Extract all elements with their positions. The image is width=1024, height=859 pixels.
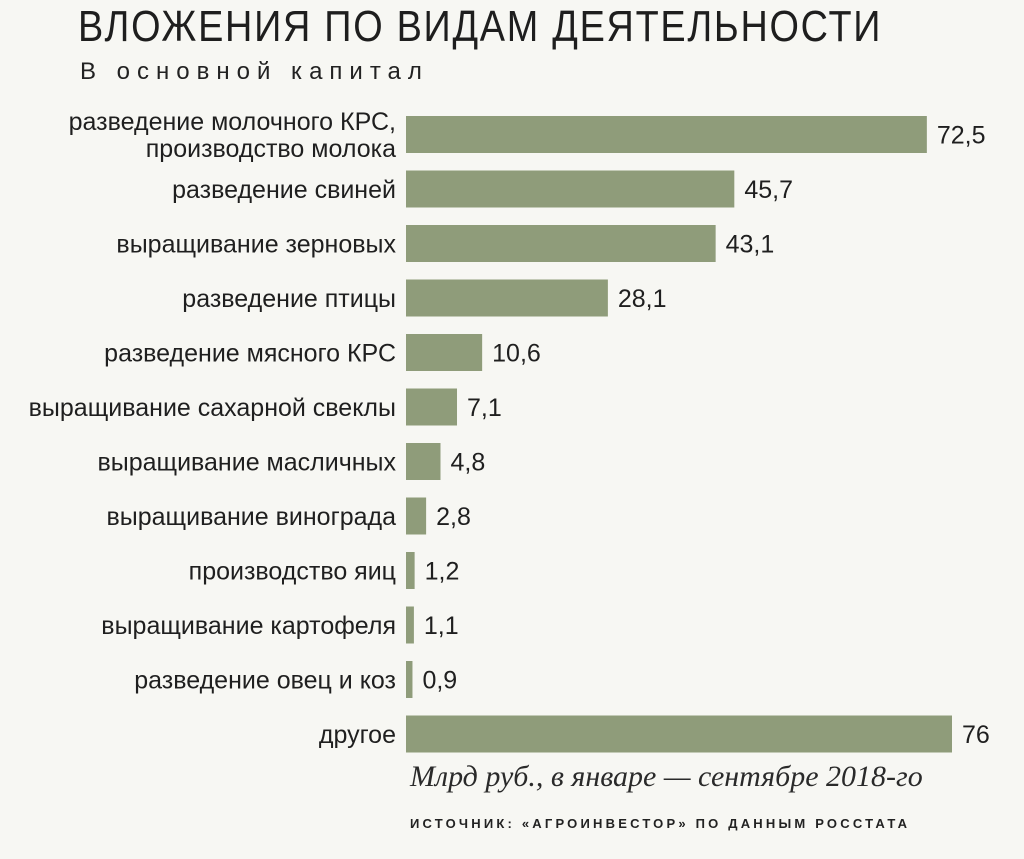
- bar-6: [406, 443, 441, 480]
- value-label-0: 72,5: [937, 122, 986, 150]
- category-label-7: выращивание винограда: [107, 503, 397, 531]
- category-label-2: выращивание зерновых: [116, 231, 396, 259]
- value-label-4: 10,6: [492, 340, 541, 368]
- chart-subtitle: В основной капитал: [80, 58, 429, 85]
- category-label-0-line-0: разведение молочного КРС,: [69, 108, 396, 136]
- category-label-1: разведение свиней: [172, 176, 396, 204]
- bar-8: [406, 552, 415, 589]
- bar-11: [406, 715, 952, 753]
- value-label-8: 1,2: [425, 558, 460, 586]
- value-label-6: 4,8: [450, 449, 485, 477]
- category-label-8: производство яиц: [189, 558, 396, 586]
- value-label-5: 7,1: [467, 394, 502, 422]
- category-label-3: разведение птицы: [182, 285, 396, 313]
- chart-title: ВЛОЖЕНИЯ ПО ВИДАМ ДЕЯТЕЛЬНОСТИ: [78, 2, 883, 51]
- value-label-1: 45,7: [744, 176, 793, 204]
- bar-7: [406, 497, 427, 535]
- source-note: ИСТОЧНИК: «АГРОИНВЕСТОР» ПО ДАННЫМ РОССТ…: [410, 816, 911, 831]
- value-label-9: 1,1: [424, 612, 459, 640]
- value-label-7: 2,8: [436, 503, 471, 531]
- value-label-11: 76: [962, 721, 990, 749]
- value-label-2: 43,1: [726, 231, 775, 259]
- category-label-0-line-1: производство молока: [146, 135, 396, 163]
- bar-5: [406, 388, 458, 426]
- bar-4: [406, 334, 483, 371]
- category-label-11: другое: [319, 721, 396, 749]
- category-label-6: выращивание масличных: [97, 449, 396, 477]
- bar-3: [406, 279, 608, 317]
- unit-note: Млрд руб., в январе — сентябре 2018-го: [410, 760, 923, 793]
- bar-9: [406, 606, 414, 644]
- value-label-3: 28,1: [618, 285, 667, 313]
- bar-10: [406, 661, 413, 698]
- category-label-4: разведение мясного КРС: [104, 340, 396, 368]
- category-label-5: выращивание сахарной свеклы: [29, 394, 396, 422]
- category-label-9: выращивание картофеля: [101, 612, 396, 640]
- value-label-10: 0,9: [422, 667, 457, 695]
- bar-2: [406, 225, 716, 262]
- bar-1: [406, 170, 735, 208]
- bar-0: [406, 116, 927, 153]
- category-label-10: разведение овец и коз: [134, 667, 396, 695]
